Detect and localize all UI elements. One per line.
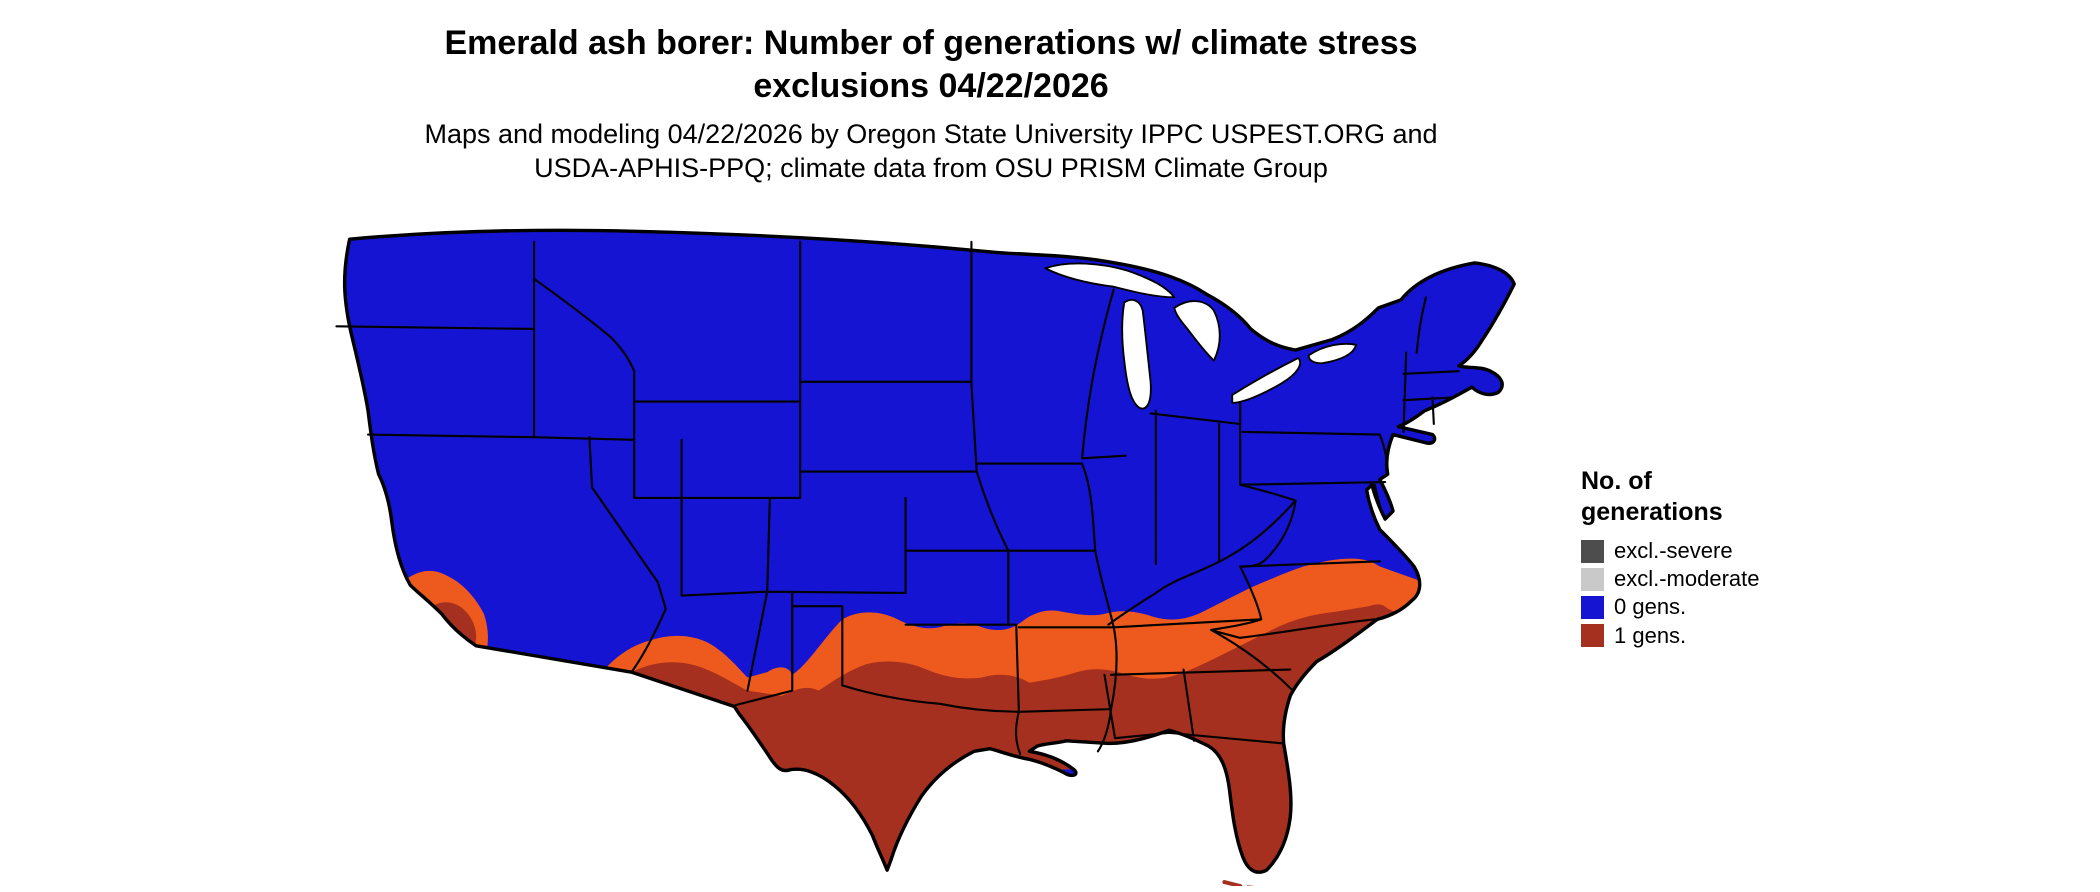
legend-label-one-gens: 1 gens. bbox=[1614, 622, 1687, 648]
map-subtitle: Maps and modeling 04/22/2026 by Oregon S… bbox=[424, 118, 1437, 186]
legend-row-excl-severe: excl.-severe bbox=[1581, 538, 1841, 563]
lake-huron bbox=[1173, 300, 1221, 362]
legend-label-zero-gens: 0 gens. bbox=[1614, 594, 1687, 620]
legend-title-line2: generations bbox=[1581, 497, 1723, 526]
map-title-line2: exclusions 04/22/2026 bbox=[753, 66, 1109, 105]
legend: No. of generations excl.-severe excl.-mo… bbox=[1581, 466, 1841, 648]
map-subtitle-line1: Maps and modeling 04/22/2026 by Oregon S… bbox=[424, 119, 1438, 149]
us-map-svg bbox=[335, 228, 1516, 886]
legend-row-excl-moderate: excl.-moderate bbox=[1581, 566, 1841, 592]
florida-keys bbox=[1222, 880, 1255, 886]
lake-ontario bbox=[1307, 342, 1358, 365]
legend-title-line1: No. of bbox=[1581, 467, 1652, 495]
legend-swatch-zero-gens-icon bbox=[1581, 595, 1604, 619]
legend-label-excl-severe: excl.-severe bbox=[1614, 538, 1733, 563]
legend-swatch-one-gens-icon bbox=[1581, 624, 1604, 648]
map-title: Emerald ash borer: Number of generations… bbox=[444, 22, 1417, 107]
region-one-generation bbox=[428, 602, 1420, 873]
legend-items: excl.-severe excl.-moderate 0 gens. 1 ge… bbox=[1581, 538, 1841, 648]
legend-title: No. of generations bbox=[1581, 466, 1841, 527]
generation-regions bbox=[394, 558, 1425, 873]
lake-michigan bbox=[1121, 299, 1152, 410]
map-title-line1: Emerald ash borer: Number of generations… bbox=[444, 24, 1418, 62]
legend-swatch-excl-moderate-icon bbox=[1581, 567, 1604, 591]
us-outline bbox=[342, 228, 1516, 874]
lake-superior bbox=[1044, 262, 1176, 299]
lake-erie bbox=[1231, 357, 1301, 404]
legend-label-excl-moderate: excl.-moderate bbox=[1614, 566, 1760, 592]
great-lakes bbox=[1044, 262, 1358, 410]
map-subtitle-line2: USDA-APHIS-PPQ; climate data from OSU PR… bbox=[534, 152, 1328, 183]
legend-swatch-excl-severe-icon bbox=[1581, 539, 1604, 563]
legend-row-one-gens: 1 gens. bbox=[1581, 622, 1841, 648]
legend-row-zero-gens: 0 gens. bbox=[1581, 595, 1841, 619]
us-generations-map bbox=[318, 226, 1530, 886]
